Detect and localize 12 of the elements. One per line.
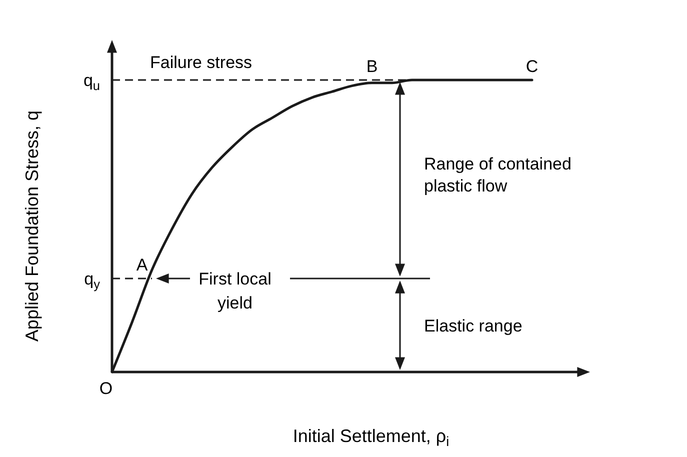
ref-line-label: q$_{y}$ xyxy=(84,270,101,292)
y-axis-title: Applied Foundation Stress, q xyxy=(22,110,42,342)
x-axis-title: Initial Settlement, ρ$_{i}$ xyxy=(292,426,450,450)
text: C xyxy=(526,57,538,76)
annotation: First local yield xyxy=(198,270,272,313)
ref-line-label: q$_{u}$ xyxy=(83,71,100,93)
annotation: Range of contained plastic flow xyxy=(424,154,572,196)
text: Failure stress xyxy=(150,53,252,72)
text: O xyxy=(99,379,113,398)
annotation: Elastic range xyxy=(424,316,522,336)
annotation: A xyxy=(136,256,148,275)
text: B xyxy=(366,57,378,76)
